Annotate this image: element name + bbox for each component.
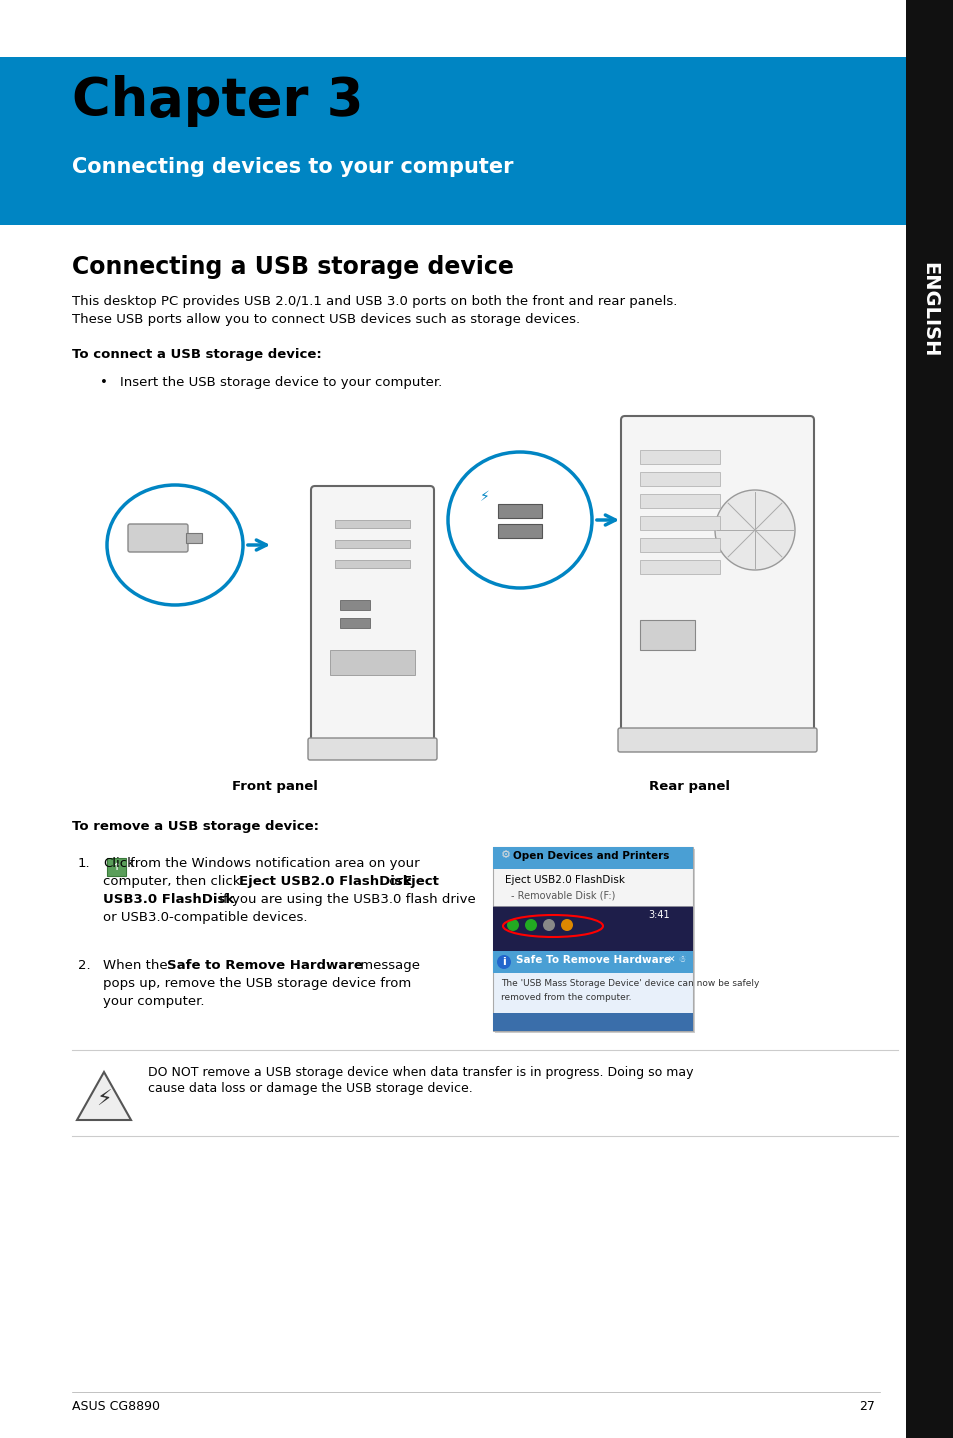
Text: ✕ ☃: ✕ ☃ [667, 955, 686, 963]
Bar [639, 559, 720, 574]
FancyBboxPatch shape [308, 738, 436, 761]
Text: pops up, remove the USB storage device from: pops up, remove the USB storage device f… [103, 976, 411, 989]
FancyBboxPatch shape [618, 728, 816, 752]
Ellipse shape [560, 919, 573, 930]
Bar [330, 650, 415, 674]
Text: if you are using the USB3.0 flash drive: if you are using the USB3.0 flash drive [214, 893, 476, 906]
Text: Open Devices and Printers: Open Devices and Printers [513, 851, 669, 861]
Bar [495, 953, 695, 1032]
FancyArrowPatch shape [248, 541, 266, 549]
Text: Front panel: Front panel [232, 779, 317, 792]
Text: Eject: Eject [402, 874, 439, 889]
Text: 2.: 2. [78, 959, 91, 972]
Text: To connect a USB storage device:: To connect a USB storage device: [71, 348, 321, 361]
Ellipse shape [542, 919, 555, 930]
Bar [339, 600, 370, 610]
Text: When the: When the [103, 959, 172, 972]
Bar [497, 523, 541, 538]
Bar [493, 847, 692, 962]
Text: Rear panel: Rear panel [649, 779, 730, 792]
Text: Safe To Remove Hardware: Safe To Remove Hardware [516, 955, 670, 965]
Text: Eject USB2.0 FlashDisk: Eject USB2.0 FlashDisk [239, 874, 411, 889]
Text: 27: 27 [859, 1401, 874, 1414]
Text: i: i [501, 958, 505, 966]
FancyBboxPatch shape [620, 416, 813, 733]
Bar [639, 472, 720, 486]
Text: cause data loss or damage the USB storage device.: cause data loss or damage the USB storag… [148, 1081, 473, 1094]
Bar [335, 521, 410, 528]
Bar [639, 450, 720, 464]
Ellipse shape [506, 919, 518, 930]
Text: Safe to Remove Hardware: Safe to Remove Hardware [167, 959, 362, 972]
FancyBboxPatch shape [128, 523, 188, 552]
FancyBboxPatch shape [107, 858, 126, 876]
Text: removed from the computer.: removed from the computer. [500, 994, 631, 1002]
Text: This desktop PC provides USB 2.0/1.1 and USB 3.0 ports on both the front and rea: This desktop PC provides USB 2.0/1.1 and… [71, 295, 677, 308]
Text: ASUS CG8890: ASUS CG8890 [71, 1401, 160, 1414]
Bar [905, 0, 953, 1438]
Text: Insert the USB storage device to your computer.: Insert the USB storage device to your co… [120, 375, 442, 390]
Bar [493, 847, 692, 869]
FancyBboxPatch shape [311, 486, 434, 743]
Bar [339, 618, 370, 628]
Text: ⚡: ⚡ [96, 1090, 112, 1110]
Text: DO NOT remove a USB storage device when data transfer is in progress. Doing so m: DO NOT remove a USB storage device when … [148, 1066, 693, 1078]
Bar [639, 620, 695, 650]
Bar [335, 541, 410, 548]
Ellipse shape [714, 490, 794, 569]
Bar [0, 58, 905, 224]
Text: your computer.: your computer. [103, 995, 204, 1008]
Text: USB3.0 FlashDisk: USB3.0 FlashDisk [103, 893, 234, 906]
Text: - Removable Disk (F:): - Removable Disk (F:) [511, 892, 615, 902]
Text: Chapter 3: Chapter 3 [71, 75, 363, 127]
Text: Click: Click [103, 857, 134, 870]
Text: ⚙: ⚙ [500, 850, 511, 860]
Bar [335, 559, 410, 568]
Polygon shape [77, 1071, 131, 1120]
Text: ⚡: ⚡ [479, 490, 489, 503]
Text: computer, then click: computer, then click [103, 874, 245, 889]
Text: ENGLISH: ENGLISH [920, 262, 939, 358]
FancyArrowPatch shape [597, 515, 615, 525]
Bar [493, 951, 692, 1031]
Text: •: • [100, 375, 108, 390]
Text: The 'USB Mass Storage Device' device can now be safely: The 'USB Mass Storage Device' device can… [500, 979, 759, 988]
Bar [639, 538, 720, 552]
Text: These USB ports allow you to connect USB devices such as storage devices.: These USB ports allow you to connect USB… [71, 313, 579, 326]
Text: Connecting devices to your computer: Connecting devices to your computer [71, 157, 513, 177]
Text: or USB3.0-compatible devices.: or USB3.0-compatible devices. [103, 912, 307, 925]
Text: message: message [355, 959, 419, 972]
Text: or: or [385, 874, 407, 889]
Bar [493, 1012, 692, 1031]
Text: Connecting a USB storage device: Connecting a USB storage device [71, 255, 514, 279]
Bar [639, 516, 720, 531]
Bar [639, 495, 720, 508]
Text: To remove a USB storage device:: To remove a USB storage device: [71, 820, 318, 833]
Text: 3:41: 3:41 [647, 910, 669, 920]
Text: 1.: 1. [78, 857, 91, 870]
Bar [493, 906, 692, 962]
Ellipse shape [497, 955, 511, 969]
Bar [493, 951, 692, 974]
Bar [186, 533, 202, 544]
Text: ↑: ↑ [112, 861, 120, 871]
Bar [495, 848, 695, 963]
Text: Eject USB2.0 FlashDisk: Eject USB2.0 FlashDisk [504, 874, 624, 884]
Ellipse shape [524, 919, 537, 930]
Bar [497, 503, 541, 518]
Text: from the Windows notification area on your: from the Windows notification area on yo… [130, 857, 419, 870]
